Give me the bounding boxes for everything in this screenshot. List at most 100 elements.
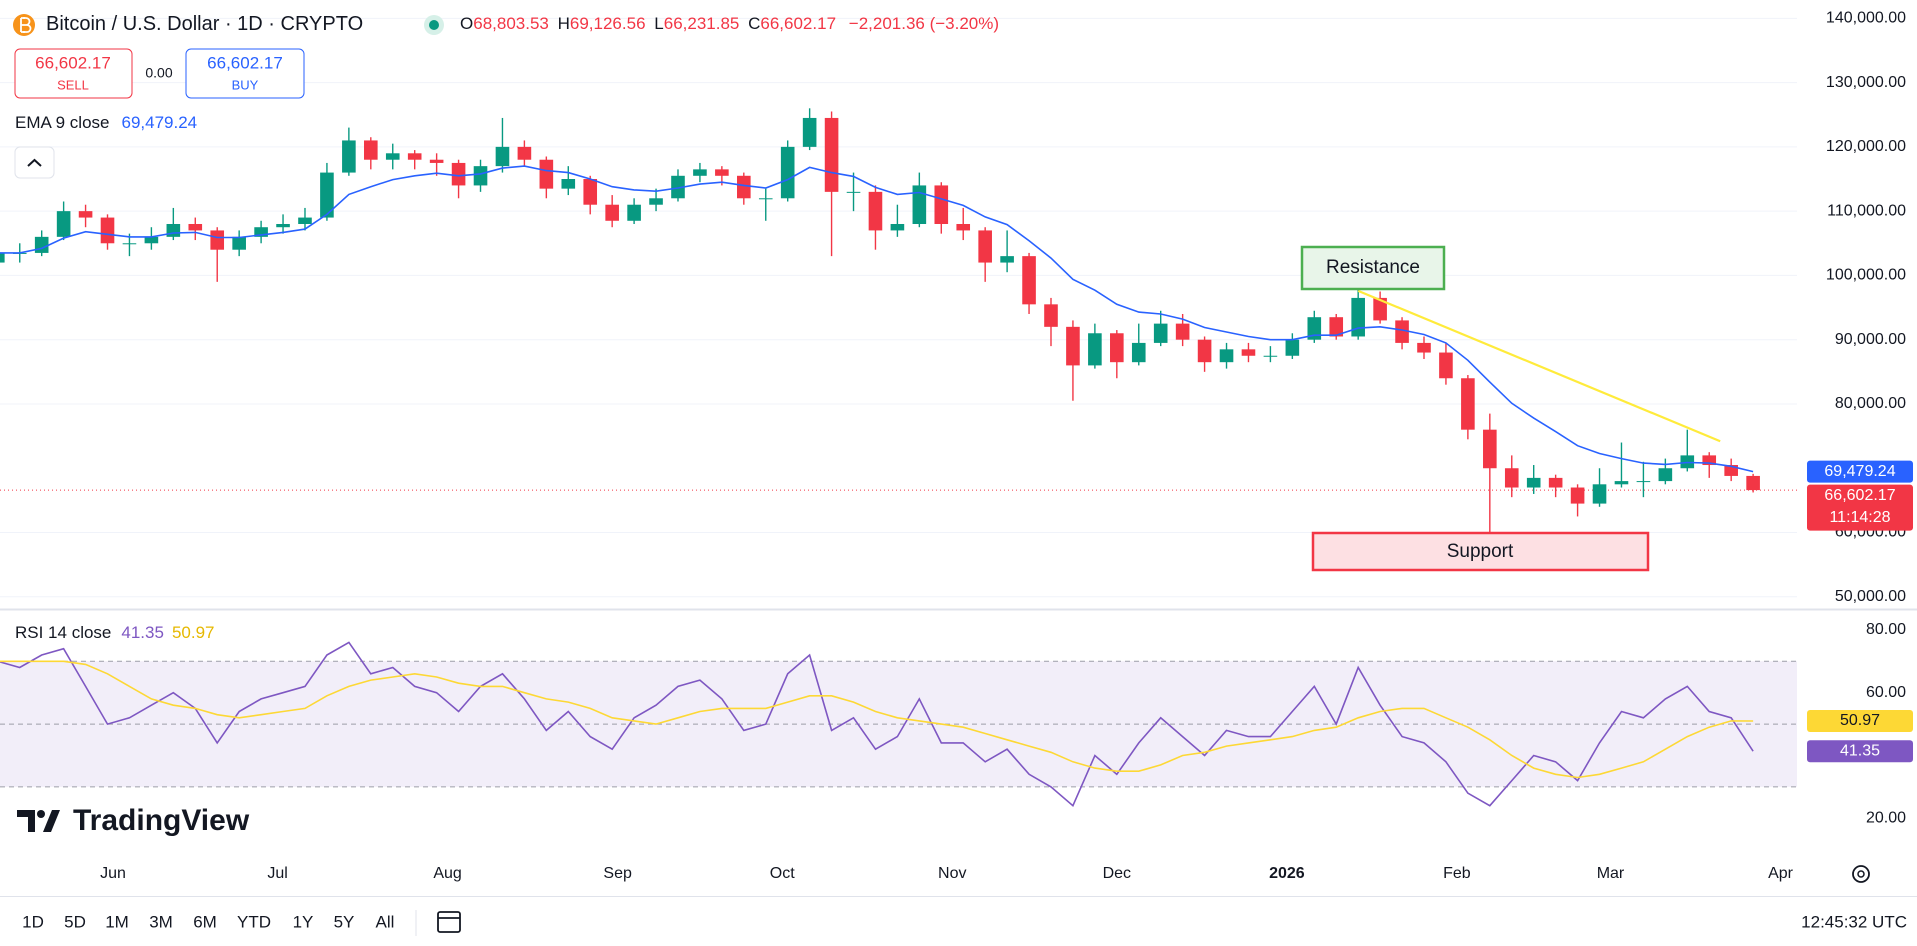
candle-body xyxy=(298,217,312,224)
candle-body xyxy=(1044,304,1058,327)
grid-layer xyxy=(0,17,1797,788)
x-tick-label: Dec xyxy=(1103,865,1131,882)
candle-body xyxy=(912,185,927,224)
rsi-name: RSI 14 close xyxy=(15,623,111,642)
candle-body xyxy=(539,159,554,189)
ema-name: EMA 9 close xyxy=(15,113,110,132)
logo-icon xyxy=(17,810,60,832)
candle-body xyxy=(1548,477,1563,488)
x-tick-label: Aug xyxy=(433,865,461,882)
buy-button[interactable] xyxy=(185,48,305,99)
symbol: Bitcoin / U.S. Dollar · 1D · CRYPTO xyxy=(46,13,363,35)
candle-body xyxy=(100,217,115,244)
candle-body xyxy=(364,140,378,160)
candle-body xyxy=(1592,484,1607,504)
y-tick-label: 110,000.00 xyxy=(1827,202,1906,219)
candle-body xyxy=(1285,339,1300,356)
collapse-button[interactable] xyxy=(14,146,55,179)
sell-label: SELL xyxy=(57,77,89,92)
candle-body xyxy=(166,223,181,237)
sell-button[interactable] xyxy=(14,48,133,99)
x-tick-label: Feb xyxy=(1443,865,1471,882)
y-tick-label: 80,000.00 xyxy=(1835,395,1906,412)
candle-body xyxy=(210,230,225,250)
candle-body xyxy=(715,169,729,176)
x-tick-label: Nov xyxy=(938,865,966,882)
candle-body xyxy=(1746,475,1760,491)
candle-body xyxy=(1724,465,1738,476)
candle-body xyxy=(1373,297,1387,321)
timeframe-button[interactable]: 5Y xyxy=(334,912,355,931)
x-tick-label: Oct xyxy=(770,865,795,882)
close-price-tag xyxy=(1807,484,1913,531)
y-tick-label: 50,000.00 xyxy=(1835,588,1906,605)
calendar-icon[interactable] xyxy=(437,911,461,933)
candle-body xyxy=(1504,468,1519,488)
support-label: Support xyxy=(1447,541,1514,562)
timeframe-button[interactable]: 1Y xyxy=(293,912,314,931)
y-tick-label: 60.00 xyxy=(1866,684,1906,701)
ohlc-prefix: O xyxy=(460,14,473,33)
rsi-ma-value: 50.97 xyxy=(172,623,215,642)
y-tick-label: 140,000.00 xyxy=(1826,10,1906,27)
candle-body xyxy=(1022,256,1036,305)
ema-price-tag xyxy=(1807,460,1913,483)
settings-icon-core xyxy=(1857,870,1865,878)
timeframe-button[interactable]: 5D xyxy=(64,912,86,931)
x-tick-label: Sep xyxy=(603,865,632,882)
ema-value: 69,479.24 xyxy=(122,113,198,132)
ohlc-value: 68,803.53 xyxy=(473,14,549,33)
candle-body xyxy=(649,198,663,205)
indicator-line xyxy=(0,165,1754,473)
indicator-line xyxy=(0,660,1754,779)
x-tick-label: Jul xyxy=(267,865,287,882)
resistance-label: Resistance xyxy=(1326,257,1420,278)
candle-body xyxy=(956,223,971,231)
timeframe-button[interactable]: 1M xyxy=(105,912,129,931)
ohlc-legend: O68,803.53 H69,126.56 L66,231.85 C66,602… xyxy=(460,14,999,33)
timeframe-button[interactable]: 1D xyxy=(22,912,44,931)
candle-body xyxy=(1351,297,1365,337)
candle-body xyxy=(1131,342,1146,363)
candle-body xyxy=(232,236,246,250)
candle-body xyxy=(144,236,159,244)
x-tick-label: Jun xyxy=(100,865,126,882)
candle-body xyxy=(671,175,685,199)
candle-body xyxy=(1395,320,1409,343)
candle-body xyxy=(495,146,510,167)
candle-body xyxy=(1614,481,1629,485)
ohlc-prefix: C xyxy=(748,14,760,33)
spread: 0.00 xyxy=(145,65,172,81)
candle-body xyxy=(758,198,773,200)
candle-body xyxy=(1066,326,1080,366)
buy-price: 66,602.17 xyxy=(207,53,283,72)
candle-body xyxy=(1307,317,1322,340)
candle-body xyxy=(780,146,795,199)
candle-body xyxy=(802,117,817,147)
candle-body xyxy=(1658,468,1673,482)
close-price-tag-text: 66,602.17 xyxy=(1824,487,1895,504)
ohlc-value: 66,231.85 xyxy=(664,14,740,33)
timeframe-button[interactable]: All xyxy=(376,912,395,931)
timeframe-button[interactable]: YTD xyxy=(237,912,271,931)
candle-body xyxy=(385,153,400,160)
settings-icon[interactable] xyxy=(1852,865,1870,883)
candle-body xyxy=(1570,487,1585,504)
x-tick-label: Apr xyxy=(1768,865,1794,882)
candle-body xyxy=(868,191,883,231)
resistance-box xyxy=(1300,245,1446,291)
rsi-value-tag xyxy=(1807,710,1913,733)
candle-body xyxy=(978,230,992,263)
x-tick-label: Mar xyxy=(1597,865,1625,882)
timeframe-button[interactable]: 6M xyxy=(193,912,217,931)
bitcoin-glyph xyxy=(20,17,32,33)
candle-body xyxy=(254,227,268,237)
candle-body xyxy=(824,117,839,192)
candle-body xyxy=(1483,429,1497,469)
x-tick-label: 2026 xyxy=(1269,865,1305,882)
y-tick-label: 120,000.00 xyxy=(1826,138,1906,155)
timeframe-button[interactable]: 3M xyxy=(149,912,173,931)
candle-body xyxy=(737,175,751,199)
candle-body xyxy=(1241,349,1256,356)
